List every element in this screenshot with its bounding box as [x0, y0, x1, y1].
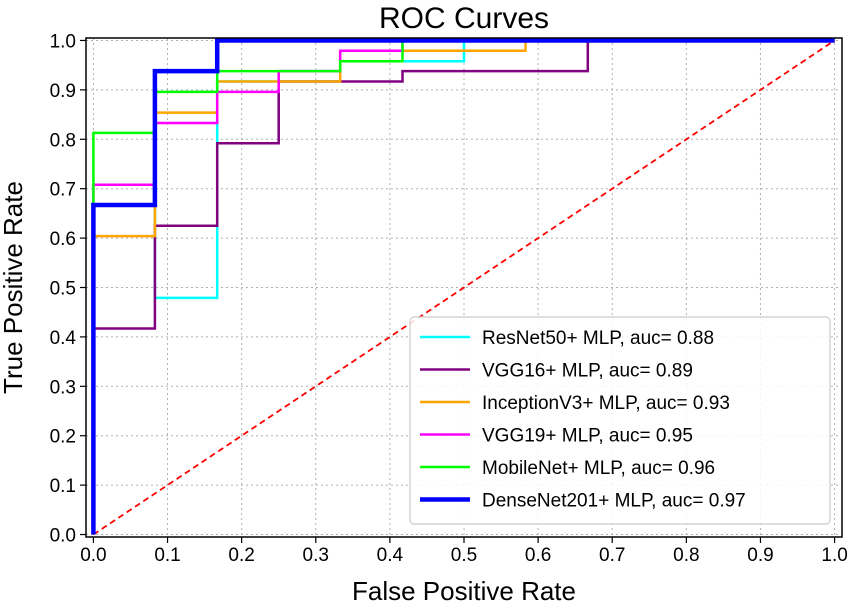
x-tick-label: 0.4	[377, 545, 404, 566]
x-tick-label: 0.9	[747, 545, 773, 566]
x-tick-label: 0.5	[451, 545, 477, 566]
diagonal-line	[92, 39, 836, 536]
y-tick-label: 0.6	[50, 229, 76, 250]
y-tick-label: 1.0	[50, 31, 76, 52]
y-axis-label: True Positive Rate	[0, 181, 28, 394]
x-tick-label: 0.8	[673, 545, 699, 566]
legend-label-3: InceptionV3+ MLP, auc= 0.93	[482, 393, 730, 414]
y-tick-label: 0.0	[50, 526, 76, 547]
y-tick-label: 0.4	[50, 328, 77, 349]
legend-label-4: VGG19+ MLP, auc= 0.95	[482, 426, 693, 447]
x-axis-label: False Positive Rate	[352, 576, 576, 606]
diagonal-reference	[92, 39, 836, 536]
y-tick-label: 0.3	[50, 377, 76, 398]
series-line-2	[92, 39, 835, 535]
legend-label-1: ResNet50+ MLP, auc= 0.88	[482, 328, 714, 349]
x-tick-label: 0.0	[80, 545, 106, 566]
x-tick-label: 0.1	[154, 545, 180, 566]
x-tick-label: 1.0	[821, 545, 847, 566]
legend-label-5: MobileNet+ MLP, auc= 0.96	[482, 458, 715, 479]
axis-ticks: 0.0 0.1 0.2 0.3 0.4 0.5 0.6 0.7 0.8 0.9 1.0 0.0 0.1 0…	[50, 31, 848, 566]
y-tick-label: 0.2	[50, 427, 76, 448]
legend-box	[409, 316, 831, 525]
y-tick-label: 0.9	[50, 81, 76, 102]
series-line-6	[91, 38, 835, 535]
legend-label-2: VGG16+ MLP, auc= 0.89	[482, 361, 693, 382]
series-lines	[91, 38, 835, 535]
y-tick-label: 0.5	[50, 279, 76, 300]
x-tick-label: 0.6	[525, 545, 551, 566]
y-tick-label: 0.8	[50, 130, 76, 151]
x-tick-label: 0.2	[228, 545, 254, 566]
y-tick-label: 0.1	[50, 476, 76, 497]
legend-label-6: DenseNet201+ MLP, auc= 0.97	[482, 491, 746, 512]
x-tick-label: 0.7	[599, 545, 625, 566]
legend: ResNet50+ MLP, auc= 0.88 VGG16+ MLP, auc=…	[409, 316, 831, 525]
x-tick-label: 0.3	[303, 545, 329, 566]
chart-title: ROC Curves	[379, 2, 549, 35]
y-tick-label: 0.7	[50, 180, 76, 201]
